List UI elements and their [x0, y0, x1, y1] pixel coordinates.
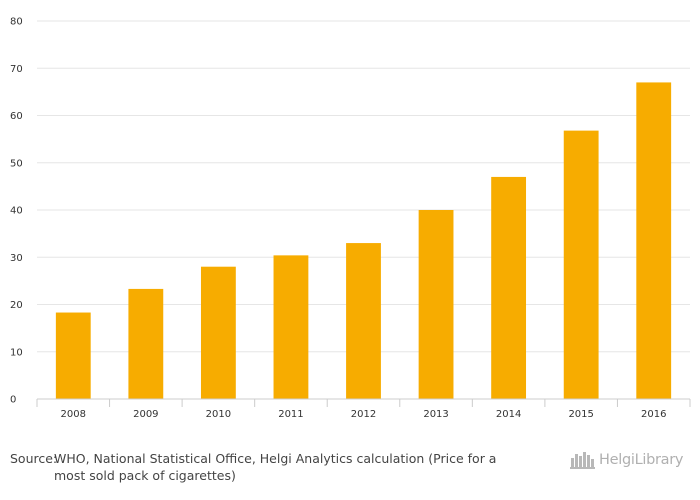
y-tick-label: 0 [10, 395, 16, 406]
y-axis: 0 10 20 30 40 50 60 70 80 [10, 17, 23, 406]
y-tick-label: 50 [10, 158, 23, 169]
y-tick-label: 30 [10, 253, 23, 264]
source-text: WHO, National Statistical Office, Helgi … [54, 451, 497, 483]
helgi-library-icon [570, 452, 595, 469]
helgi-library-logo[interactable]: HelgiLibrary [570, 448, 683, 472]
x-tick-label: 2016 [641, 409, 666, 420]
y-tick-label: 70 [10, 64, 23, 75]
source-label: Source: [10, 451, 58, 466]
x-tick-label: 2011 [278, 409, 303, 420]
y-tick-label: 60 [10, 111, 23, 122]
x-tick-label: 2014 [496, 409, 521, 420]
bar[interactable] [636, 82, 672, 400]
bar[interactable] [418, 210, 454, 399]
y-tick-label: 40 [10, 206, 23, 217]
x-tick-label: 2015 [568, 409, 593, 420]
x-tick-label: 2008 [61, 409, 86, 420]
x-tick-label: 2010 [206, 409, 231, 420]
source-note: Source: WHO, National Statistical Office… [10, 450, 530, 484]
y-tick-label: 20 [10, 300, 23, 311]
x-tick-label: 2012 [351, 409, 376, 420]
bar[interactable] [563, 130, 599, 399]
logo-text: HelgiLibrary [599, 452, 684, 468]
bar[interactable] [491, 176, 527, 399]
bar[interactable] [346, 243, 381, 399]
bar[interactable] [200, 266, 236, 399]
x-tick-label: 2009 [133, 409, 158, 420]
bar[interactable] [128, 288, 164, 399]
x-axis: 2008 2009 2010 2011 2012 2013 2014 2015 2016 [36, 398, 691, 420]
x-tick-label: 2013 [423, 409, 448, 420]
y-tick-label: 10 [10, 347, 23, 358]
y-tick-label: 80 [10, 17, 23, 28]
bar[interactable] [273, 255, 309, 399]
bar[interactable] [55, 312, 91, 399]
bars [55, 82, 672, 400]
